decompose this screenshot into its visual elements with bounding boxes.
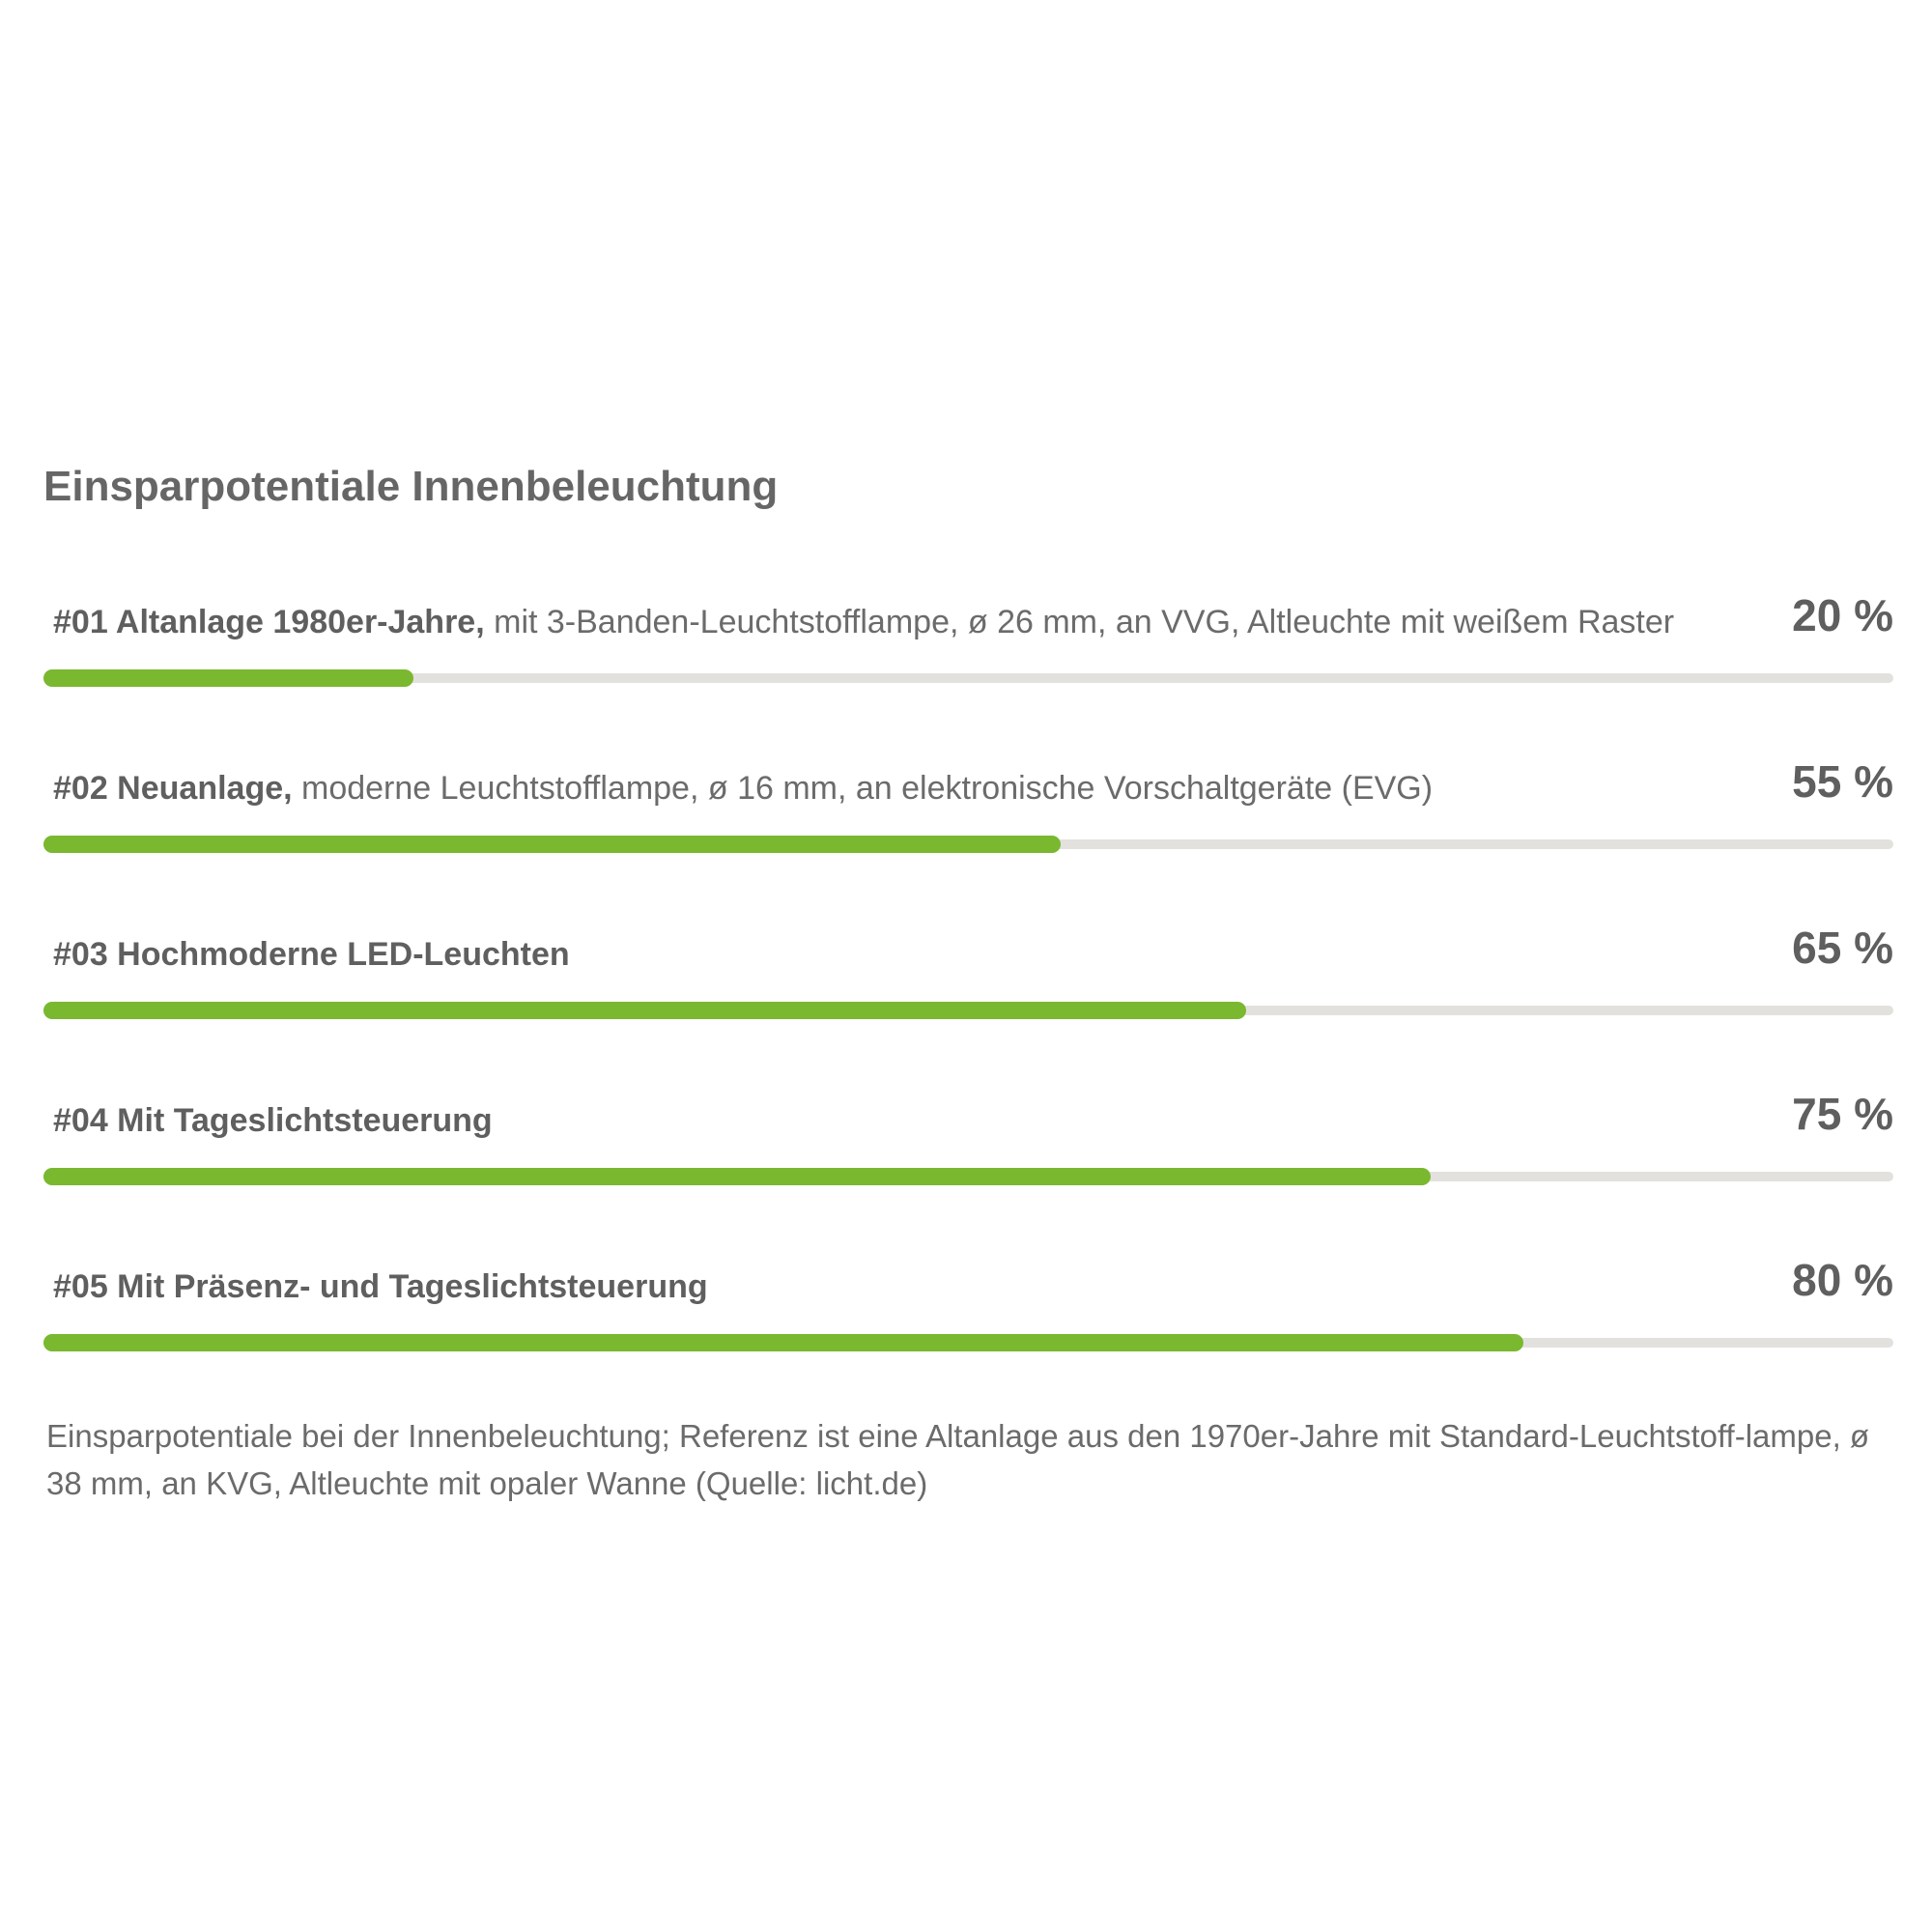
bar-fill-02 bbox=[43, 835, 1062, 853]
bar-row-01: #01 Altanlage 1980er-Jahre, mit 3-Banden… bbox=[43, 590, 1893, 764]
bar-value-label-05: 80 % bbox=[1792, 1254, 1893, 1305]
bar-fill-01 bbox=[43, 668, 413, 687]
chart-caption: Einsparpotentiale bei der Innenbeleuchtu… bbox=[46, 1418, 1870, 1501]
chart-title: Einsparpotentiale Innenbeleuchtung bbox=[43, 463, 779, 510]
bar-value-label-01: 20 % bbox=[1792, 589, 1893, 640]
bar-row-04: #04 Mit Tageslichtsteuerung 75 % bbox=[43, 1089, 1893, 1263]
bar-value-label-03: 65 % bbox=[1792, 922, 1893, 973]
bar-track-04 bbox=[43, 1167, 1893, 1185]
savings-chart: Einsparpotentiale Innenbeleuchtung #01 A… bbox=[43, 462, 1893, 1429]
bar-label-bold-05: #05 Mit Präsenz- und Tageslichtsteuerung bbox=[53, 1267, 708, 1305]
bar-row-05: #05 Mit Präsenz- und Tageslichtsteuerung… bbox=[43, 1255, 1893, 1429]
bar-fill-04 bbox=[43, 1167, 1432, 1185]
bar-fill-03 bbox=[43, 1001, 1246, 1019]
bar-label-04: #04 Mit Tageslichtsteuerung bbox=[53, 1096, 493, 1145]
bar-label-bold-02: #02 Neuanlage, bbox=[53, 769, 293, 807]
bar-label-05: #05 Mit Präsenz- und Tageslichtsteuerung bbox=[53, 1263, 708, 1311]
bar-track-01 bbox=[43, 668, 1893, 687]
bar-track-05 bbox=[43, 1333, 1893, 1351]
bar-label-bold-03: #03 Hochmoderne LED-Leuchten bbox=[53, 935, 570, 973]
bar-track-03 bbox=[43, 1001, 1893, 1019]
bar-label-03: #03 Hochmoderne LED-Leuchten bbox=[53, 930, 570, 979]
bar-label-02: #02 Neuanlage, moderne Leuchtstofflampe,… bbox=[53, 764, 1433, 812]
bar-track-02 bbox=[43, 835, 1893, 853]
bar-row-03: #03 Hochmoderne LED-Leuchten 65 % bbox=[43, 923, 1893, 1096]
bar-row-02: #02 Neuanlage, moderne Leuchtstofflampe,… bbox=[43, 756, 1893, 930]
bar-label-bold-04: #04 Mit Tageslichtsteuerung bbox=[53, 1101, 493, 1139]
bar-label-desc-02: moderne Leuchtstofflampe, ø 16 mm, an el… bbox=[292, 769, 1434, 807]
bar-label-bold-01: #01 Altanlage 1980er-Jahre, bbox=[53, 603, 485, 640]
bar-value-label-04: 75 % bbox=[1792, 1088, 1893, 1139]
bar-fill-05 bbox=[43, 1333, 1523, 1351]
bar-label-desc-01: mit 3-Banden-Leuchtstofflampe, ø 26 mm, … bbox=[484, 603, 1675, 640]
bar-label-01: #01 Altanlage 1980er-Jahre, mit 3-Banden… bbox=[53, 598, 1674, 646]
bar-value-label-02: 55 % bbox=[1792, 755, 1893, 807]
